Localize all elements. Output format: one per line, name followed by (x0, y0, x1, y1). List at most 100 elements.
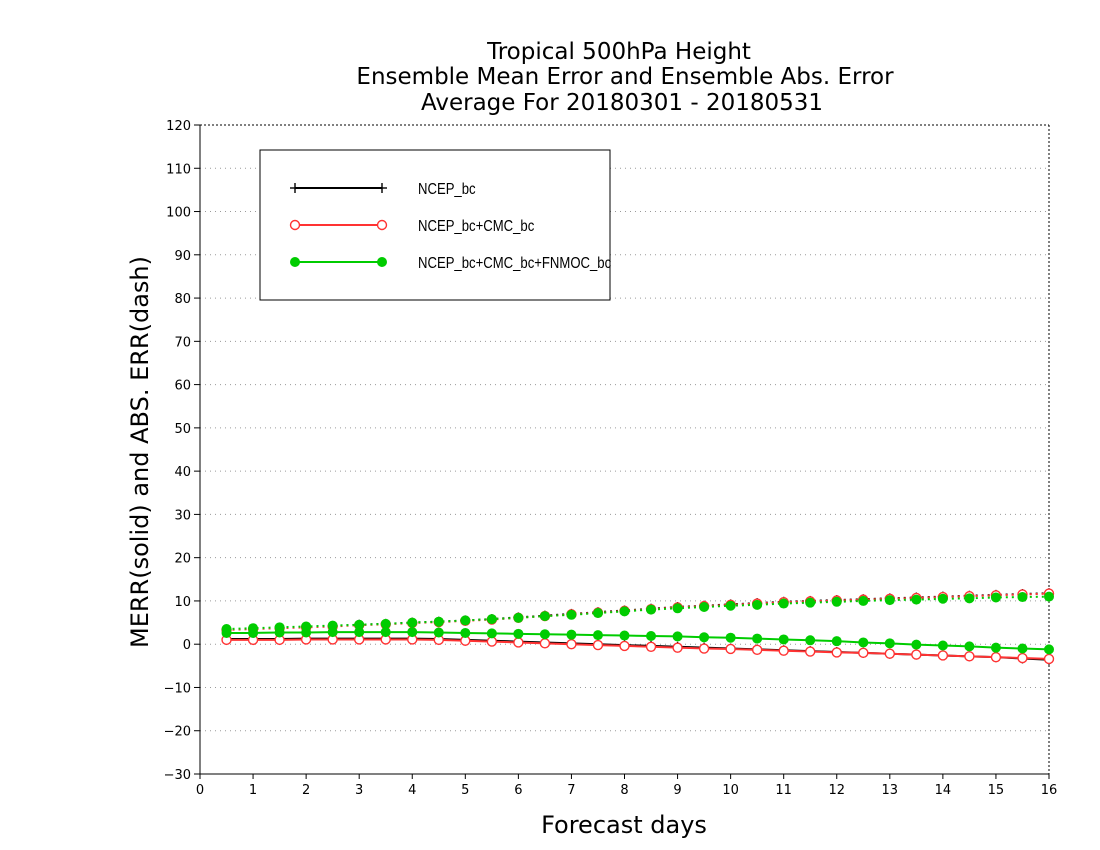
y-tick-label: 80 (174, 292, 191, 307)
mean-error-point (884, 638, 895, 649)
legend-label: NCEP_bc+CMC_bc (418, 218, 534, 235)
series (221, 588, 1055, 665)
abs-error-point (646, 604, 657, 615)
mean-error-point (1044, 644, 1054, 655)
y-tick-label: 110 (166, 162, 191, 177)
mean-error-point (805, 635, 816, 646)
x-tick-label: 9 (673, 783, 681, 798)
abs-error-point (778, 598, 789, 609)
abs-error-line (226, 592, 1050, 631)
mean-error-point (645, 641, 657, 652)
mean-error-point (592, 639, 604, 651)
mean-error-point (699, 632, 710, 643)
abs-error-point (592, 608, 603, 619)
mean-error-point (911, 649, 922, 660)
mean-error-point (964, 641, 975, 652)
mean-error-point (592, 630, 603, 641)
chart-title-line-2: Ensemble Mean Error and Ensemble Abs. Er… (356, 64, 894, 90)
abs-error-point (433, 616, 444, 627)
y-tick-label: −20 (164, 725, 191, 740)
abs-error-point (354, 619, 365, 630)
x-tick-label: 1 (249, 783, 257, 798)
mean-error-line (226, 637, 1050, 661)
legend-marker-start (290, 257, 300, 267)
mean-error-point (433, 627, 444, 638)
legend-item-0: NCEP_bc (290, 181, 476, 198)
abs-error-point (486, 614, 497, 625)
abs-error-point (699, 601, 710, 612)
mean-error-point (619, 640, 630, 652)
x-tick-label: 15 (988, 783, 1005, 798)
x-tick-label: 0 (196, 783, 204, 798)
mean-error-point (752, 633, 763, 644)
legend-item-1: NCEP_bc+CMC_bc (289, 218, 534, 235)
mean-error-point (539, 629, 550, 640)
mean-error-point (990, 642, 1001, 653)
mean-error-point (937, 640, 948, 651)
x-tick-label: 6 (514, 783, 522, 798)
y-axis-label: MERR(solid) and ABS. ERR(dash) (126, 256, 154, 648)
abs-error-point (752, 599, 763, 610)
mean-error-point (301, 627, 312, 638)
legend-item-2: NCEP_bc+CMC_bc+FNMOC_bc (290, 255, 611, 272)
legend-label: NCEP_bc (418, 181, 476, 198)
legend-marker-end (377, 257, 387, 267)
y-tick-label: 100 (166, 206, 191, 221)
mean-error-point (725, 632, 736, 643)
mean-error-point (858, 647, 869, 659)
y-tick-label: 40 (174, 465, 191, 480)
abs-error-point (858, 595, 869, 606)
mean-error-point (486, 628, 497, 639)
mean-error-point (354, 627, 365, 638)
abs-error-point (407, 617, 418, 628)
mean-error-point (805, 646, 816, 657)
x-tick-label: 11 (775, 783, 792, 798)
abs-error-point (619, 606, 630, 617)
series-2 (221, 591, 1054, 655)
abs-error-point (911, 594, 922, 605)
mean-error-line (226, 638, 1050, 660)
abs-error-point (1017, 592, 1028, 603)
abs-error-line (226, 595, 1050, 631)
mean-error-point (1043, 653, 1055, 665)
y-tick-label: 50 (174, 422, 191, 437)
x-tick-label: 3 (355, 783, 363, 798)
legend-marker-end (377, 183, 387, 193)
mean-error-point (831, 647, 842, 658)
x-tick-label: 13 (882, 783, 899, 798)
legend-label: NCEP_bc+CMC_bc+FNMOC_bc (418, 255, 611, 272)
mean-error-point (725, 643, 736, 655)
y-tick-label: −10 (164, 681, 191, 696)
x-tick-label: 10 (722, 783, 739, 798)
mean-error-point (964, 651, 975, 662)
y-tick-label: 20 (174, 552, 191, 567)
mean-error-point (513, 637, 524, 648)
mean-error-point (672, 642, 683, 653)
y-tick-label: 70 (174, 335, 191, 350)
abs-error-line (226, 592, 1050, 631)
mean-error-point (619, 630, 630, 641)
y-tick-label: 60 (174, 379, 191, 394)
abs-error-point (990, 592, 1001, 603)
x-tick-label: 4 (408, 783, 416, 798)
abs-error-point (460, 615, 471, 626)
mean-error-point (248, 627, 259, 638)
mean-error-point (778, 645, 789, 656)
abs-error-point (672, 603, 683, 614)
mean-error-point (698, 643, 710, 654)
mean-error-point (778, 634, 789, 645)
y-tick-label: 0 (183, 638, 191, 653)
mean-error-point (274, 627, 285, 638)
abs-error-point (805, 597, 816, 608)
abs-error-point (1044, 591, 1054, 602)
mean-error-point (751, 644, 763, 656)
y-tick-label: 120 (166, 119, 191, 134)
chart-title-line-1: Tropical 500hPa Height (486, 39, 751, 65)
abs-error-point (937, 593, 948, 604)
abs-error-point (380, 618, 391, 629)
mean-error-point (646, 630, 657, 641)
abs-error-point (964, 593, 975, 604)
mean-error-point (831, 636, 842, 647)
x-axis-label: Forecast days (541, 811, 707, 839)
